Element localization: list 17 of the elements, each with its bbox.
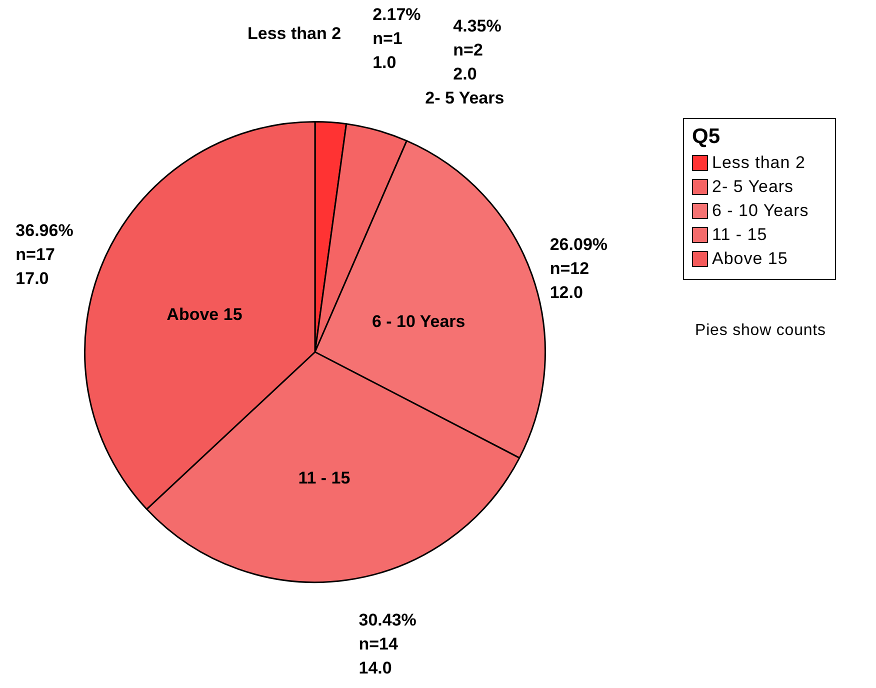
data-label: 36.96% n=17 17.0 [16, 221, 74, 288]
data-label: 4.35% n=2 2.0 [453, 16, 502, 84]
legend-label: 11 - 15 [712, 225, 768, 245]
data-label: 30.43% n=14 14.0 [358, 610, 416, 678]
data-label: 2.17% n=1 1.0 [372, 4, 421, 72]
category-label: Less than 2 [248, 24, 342, 43]
slice-label: 2- 5 Years [425, 88, 504, 108]
legend-title: Q5 [692, 125, 722, 149]
slice-label: Above 15 [166, 304, 242, 324]
legend-label: 2- 5 Years [712, 177, 794, 197]
legend-label: 6 - 10 Years [712, 201, 809, 221]
legend-label: Less than 2 [712, 153, 806, 173]
slice-label: 6 - 10 Years [372, 312, 466, 331]
slice-label: 11 - 15 [298, 468, 350, 488]
data-label: 26.09% n=12 12.0 [550, 235, 608, 302]
legend-label: Above 15 [712, 249, 788, 269]
text: Pies show counts [695, 322, 826, 340]
